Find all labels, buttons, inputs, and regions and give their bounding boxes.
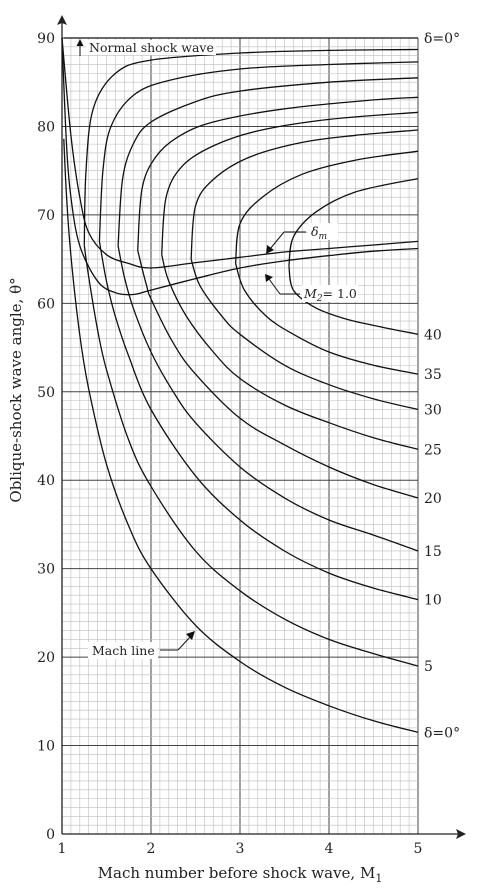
deflection-curve-label: 15 bbox=[424, 544, 442, 560]
deflection-curve-upper bbox=[83, 48, 419, 246]
x-tick-label: 4 bbox=[325, 841, 334, 857]
boundary-curve bbox=[61, 37, 419, 296]
deflection-curve-lower bbox=[63, 138, 419, 733]
y-tick-label: 50 bbox=[37, 385, 55, 401]
deflection-curve-lower bbox=[117, 245, 419, 552]
x-axis-title: Mach number before shock wave, M1 bbox=[98, 864, 383, 885]
mach-line-label: Mach line bbox=[92, 643, 155, 658]
mach-line-arrowhead bbox=[186, 631, 195, 640]
x-tick-label: 2 bbox=[147, 841, 156, 857]
y-tick-label: 30 bbox=[37, 562, 55, 578]
deflection-curve-lower bbox=[137, 250, 419, 499]
delta-m-arrowhead bbox=[266, 245, 274, 254]
delta-m-label-bg bbox=[308, 223, 338, 240]
x-axis-title-subscript: 1 bbox=[375, 872, 382, 885]
deflection-curve-lower bbox=[83, 245, 419, 667]
deflection-curve-lower bbox=[234, 263, 419, 375]
boundary-curve bbox=[61, 37, 419, 269]
y-tick-label: 20 bbox=[37, 650, 55, 666]
y-tick-label: 80 bbox=[37, 119, 55, 135]
normal-shock-label-bg bbox=[86, 40, 216, 55]
x-axis-arrow bbox=[456, 829, 466, 839]
delta-m-pointer bbox=[269, 231, 285, 250]
m2-arrowhead bbox=[265, 274, 273, 282]
y-tick-label: 10 bbox=[37, 739, 55, 755]
y-tick-label: 60 bbox=[37, 296, 55, 312]
deflection-curve-upper bbox=[288, 177, 419, 267]
y-axis-arrow bbox=[57, 15, 67, 25]
deflection-curve-label: δ=0° bbox=[424, 725, 460, 741]
deflection-curve-label: 35 bbox=[424, 367, 442, 383]
deflection-curve-upper bbox=[234, 150, 419, 264]
m2-label-bg bbox=[302, 285, 358, 302]
y-tick-label: 0 bbox=[46, 827, 55, 843]
deflection-curve-lower bbox=[288, 266, 419, 335]
y-axis-title: Oblique-shock wave angle, θ° bbox=[7, 277, 25, 502]
x-tick-label: 3 bbox=[236, 841, 245, 857]
m2-pointer bbox=[268, 278, 281, 295]
delta-m-subscript: m bbox=[319, 232, 328, 242]
deflection-curve-lower bbox=[190, 258, 419, 411]
deflection-curve-upper bbox=[117, 77, 419, 246]
deflection-curve-lower bbox=[98, 241, 419, 601]
chart-axes bbox=[57, 15, 466, 839]
deflection-curve-upper bbox=[137, 96, 419, 251]
y-tick-label: 40 bbox=[37, 473, 55, 489]
normal-shock-arrowhead bbox=[76, 39, 84, 46]
y-tick-label: 90 bbox=[37, 31, 55, 47]
deflection-curve-label: δ=0° bbox=[424, 31, 460, 47]
m2-label: M2= 1.0 bbox=[303, 286, 357, 304]
deflection-curve-upper bbox=[98, 61, 419, 242]
deflection-curve-label: 10 bbox=[424, 593, 442, 609]
deflection-curve-upper bbox=[161, 111, 419, 255]
m2-value: = 1.0 bbox=[323, 286, 357, 301]
y-tick-label: 70 bbox=[37, 208, 55, 224]
deflection-curve-label: 5 bbox=[424, 659, 433, 675]
mach-line-pointer bbox=[177, 635, 192, 651]
x-tick-label: 1 bbox=[58, 841, 67, 857]
mach-line-label-bg bbox=[88, 642, 158, 659]
deflection-curve-lower bbox=[161, 254, 419, 450]
x-tick-label: 5 bbox=[414, 841, 423, 857]
deflection-curve-label: 30 bbox=[424, 402, 442, 418]
deflection-curve-label: 25 bbox=[424, 442, 442, 458]
deflection-curve-upper bbox=[190, 129, 419, 260]
chart-grid bbox=[61, 37, 419, 835]
normal-shock-label: Normal shock wave bbox=[89, 40, 214, 55]
m2-subscript: 2 bbox=[316, 294, 323, 304]
deflection-curve-label: 40 bbox=[424, 327, 442, 343]
deflection-curve-label: 20 bbox=[424, 491, 442, 507]
chart-curves bbox=[61, 37, 419, 733]
